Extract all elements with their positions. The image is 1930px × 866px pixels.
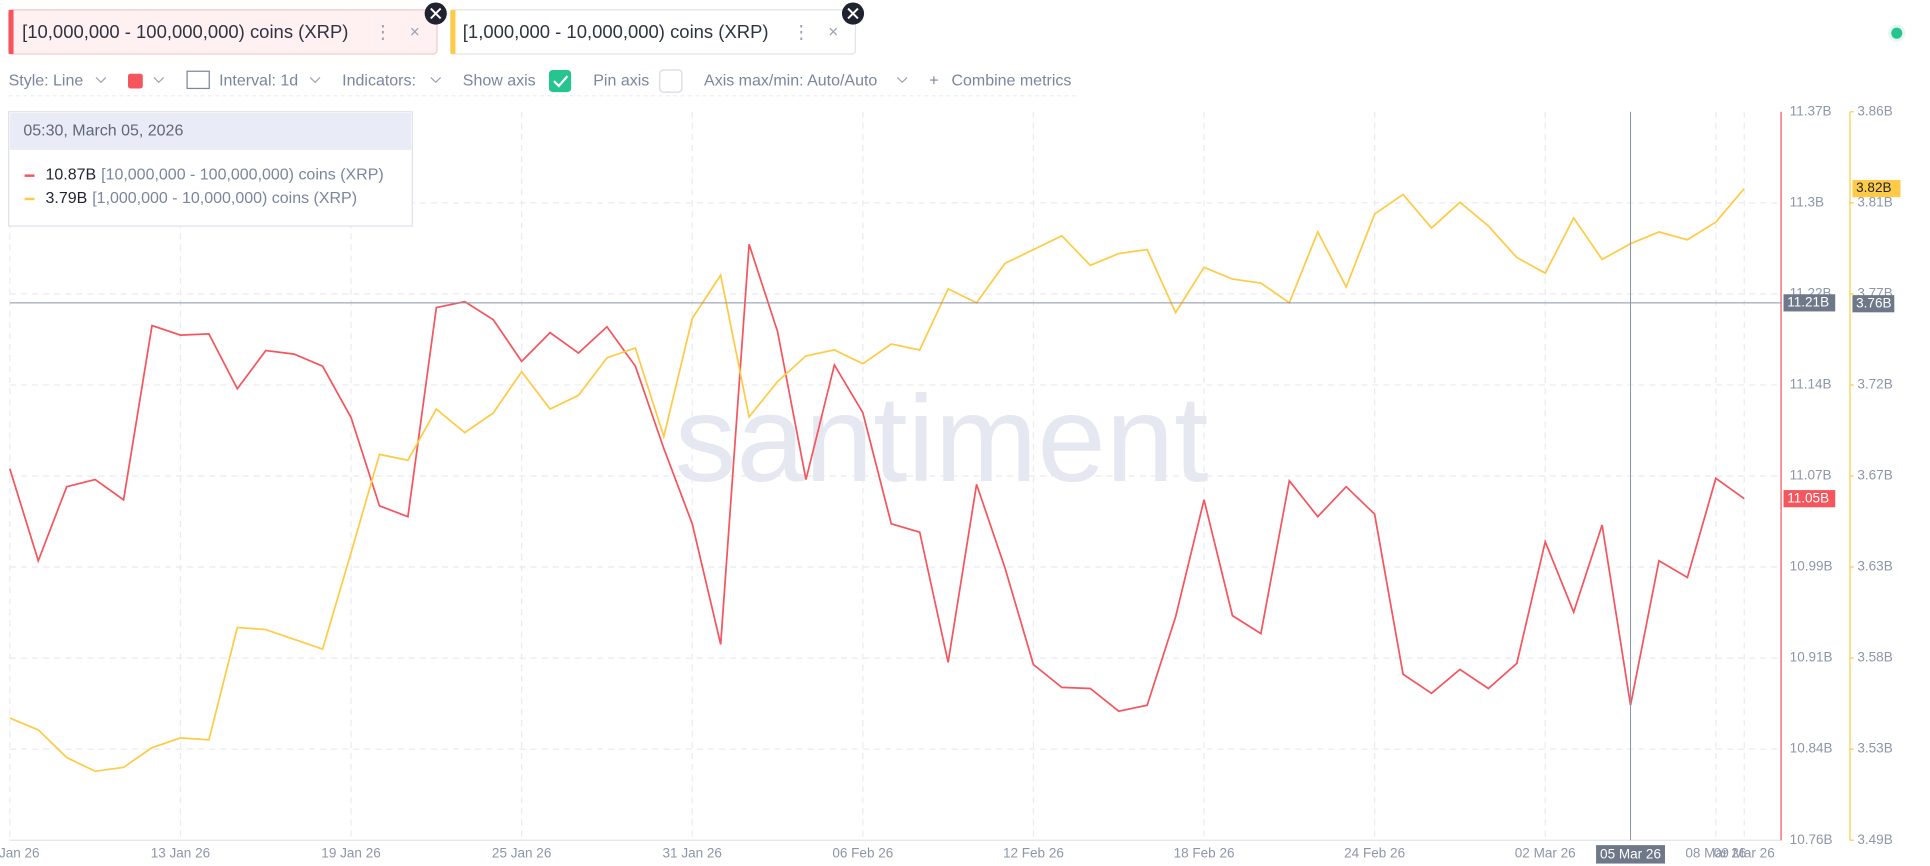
tab-label: [1,000,000 - 10,000,000) coins (XRP)	[463, 21, 769, 42]
watermark: santiment	[675, 371, 1209, 508]
y2-tick-label: 3.58B	[1857, 650, 1892, 665]
tooltip-value: 10.87B	[46, 167, 97, 184]
pin-axis-checkbox[interactable]	[659, 69, 683, 93]
crosshair-x-label: 05 Mar 26	[1600, 847, 1661, 862]
series-line	[9, 187, 1745, 773]
x-tick-label: 24 Feb 26	[1344, 845, 1405, 860]
chevron	[153, 76, 165, 84]
y2-tick-label: 3.63B	[1857, 559, 1892, 574]
combine-metrics[interactable]: Combine metrics	[951, 72, 1071, 89]
x-tick-label: 13 Jan 26	[151, 845, 210, 860]
y-tick-label: 10.99B	[1790, 559, 1833, 574]
y2-tick-label: 3.49B	[1857, 832, 1892, 847]
close-icon	[430, 7, 442, 20]
x-tick-label: 09 Mar 26	[1714, 845, 1775, 860]
tooltip-value: 3.79B	[46, 190, 88, 207]
y-tick-label: 11.3B	[1790, 194, 1824, 209]
last-value-label: 3.82B	[1856, 180, 1891, 195]
x-tick-label: 31 Jan 26	[663, 845, 722, 860]
tab-menu[interactable]: ⋮	[792, 21, 810, 42]
tab-color	[450, 9, 456, 55]
crosshair-y2-badge	[1852, 295, 1895, 313]
tooltip-series: [10,000,000 - 100,000,000) coins (XRP)	[101, 167, 384, 184]
tab-color	[8, 9, 14, 55]
x-tick-label: 19 Jan 26	[321, 845, 380, 860]
show-axis-checkbox[interactable]	[548, 70, 572, 93]
x-tick-label: 18 Feb 26	[1174, 845, 1235, 860]
series-line	[9, 244, 1745, 713]
chevron	[309, 76, 321, 84]
indicators-select[interactable]: Indicators:	[342, 72, 416, 89]
y-tick-label: 11.14B	[1790, 377, 1832, 392]
last-value-label: 11.05B	[1787, 490, 1829, 505]
grid	[9, 111, 1851, 841]
y2-tick-label: 3.86B	[1857, 103, 1892, 118]
tooltip-series: [1,000,000 - 10,000,000) coins (XRP)	[92, 190, 357, 207]
x-tick-label: 12 Feb 26	[1003, 845, 1064, 860]
y-tick-label: 10.84B	[1790, 741, 1833, 756]
show-axis-label: Show axis	[463, 72, 536, 89]
close-icon	[847, 7, 859, 20]
crosshair-y2-label: 3.76B	[1856, 295, 1891, 310]
status-dot	[1891, 27, 1903, 39]
y2-tick-label: 3.81B	[1857, 194, 1892, 209]
tooltip-row: 10.87B [10,000,000 - 100,000,000) coins (…	[46, 167, 384, 184]
y2-tick-label: 3.53B	[1857, 741, 1892, 756]
chevron	[95, 76, 107, 84]
tooltip-title: 05:30, March 05, 2026	[23, 123, 183, 140]
tab-label: [10,000,000 - 100,000,000) coins (XRP)	[22, 21, 348, 42]
chevron	[896, 76, 908, 84]
y-tick-label: 10.91B	[1790, 650, 1833, 665]
y-tick-label: 11.07B	[1790, 468, 1832, 483]
axis-minmax-select[interactable]: Axis max/min: Auto/Auto	[704, 72, 877, 89]
chevron	[430, 76, 442, 84]
x-tick-label: 02 Mar 26	[1515, 845, 1576, 860]
y2-tick-label: 3.72B	[1857, 377, 1892, 392]
pin-axis-label: Pin axis	[593, 72, 649, 89]
interval-icon	[186, 70, 210, 90]
last-value-badge	[1852, 179, 1901, 198]
x-tick-label: 07 Jan 26	[0, 845, 40, 860]
crosshair-y-badge	[1783, 294, 1836, 312]
tab-remove[interactable]: ×	[410, 22, 420, 42]
tab-remove[interactable]: ×	[828, 22, 838, 42]
y-tick-label: 11.37B	[1790, 103, 1832, 118]
interval-select[interactable]: Interval: 1d	[219, 72, 298, 89]
tooltip: 05:30, March 05, 2026 10.87B [10,000,000 …	[8, 111, 413, 227]
tab-menu[interactable]: ⋮	[374, 21, 392, 42]
y-tick-label: 10.76B	[1790, 832, 1833, 847]
x-tick-label: 06 Feb 26	[832, 845, 893, 860]
tooltip-header	[9, 113, 412, 150]
x-tick-label: 08 Mar 26	[1685, 845, 1746, 860]
last-value-badge	[1783, 490, 1836, 508]
check	[553, 75, 569, 88]
y2-tick-label: 3.67B	[1857, 468, 1892, 483]
tooltip-row: 3.79B [1,000,000 - 10,000,000) coins (XRP…	[46, 190, 358, 207]
crosshair-x-badge	[1596, 845, 1665, 864]
style-select[interactable]: Style: Line	[9, 72, 84, 89]
combine-plus: +	[929, 72, 938, 89]
color-picker[interactable]	[128, 73, 143, 89]
plot	[9, 111, 1782, 841]
x-tick-label: 25 Jan 26	[492, 845, 551, 860]
crosshair-y-label: 11.21B	[1787, 294, 1829, 309]
